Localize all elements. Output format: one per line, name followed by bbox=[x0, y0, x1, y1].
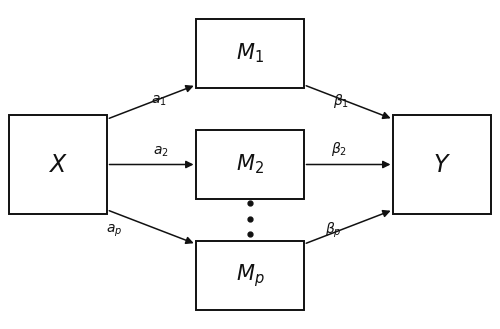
Text: $\mathit{M}_2$: $\mathit{M}_2$ bbox=[236, 153, 264, 176]
Text: $\mathit{X}$: $\mathit{X}$ bbox=[48, 153, 68, 176]
FancyBboxPatch shape bbox=[394, 115, 490, 214]
Text: $\mathit{M}_p$: $\mathit{M}_p$ bbox=[236, 263, 264, 289]
FancyBboxPatch shape bbox=[196, 241, 304, 310]
Text: $a_2$: $a_2$ bbox=[154, 145, 169, 159]
Text: $a_1$: $a_1$ bbox=[152, 94, 167, 109]
Text: $a_p$: $a_p$ bbox=[106, 222, 122, 239]
Text: $\mathit{Y}$: $\mathit{Y}$ bbox=[433, 153, 451, 176]
FancyBboxPatch shape bbox=[10, 115, 106, 214]
FancyBboxPatch shape bbox=[196, 19, 304, 88]
Text: $\beta_p$: $\beta_p$ bbox=[326, 221, 342, 240]
FancyBboxPatch shape bbox=[196, 130, 304, 199]
Text: $\mathit{M}_1$: $\mathit{M}_1$ bbox=[236, 41, 264, 65]
Text: $\beta_2$: $\beta_2$ bbox=[330, 140, 347, 158]
Text: $\beta_1$: $\beta_1$ bbox=[332, 92, 349, 110]
